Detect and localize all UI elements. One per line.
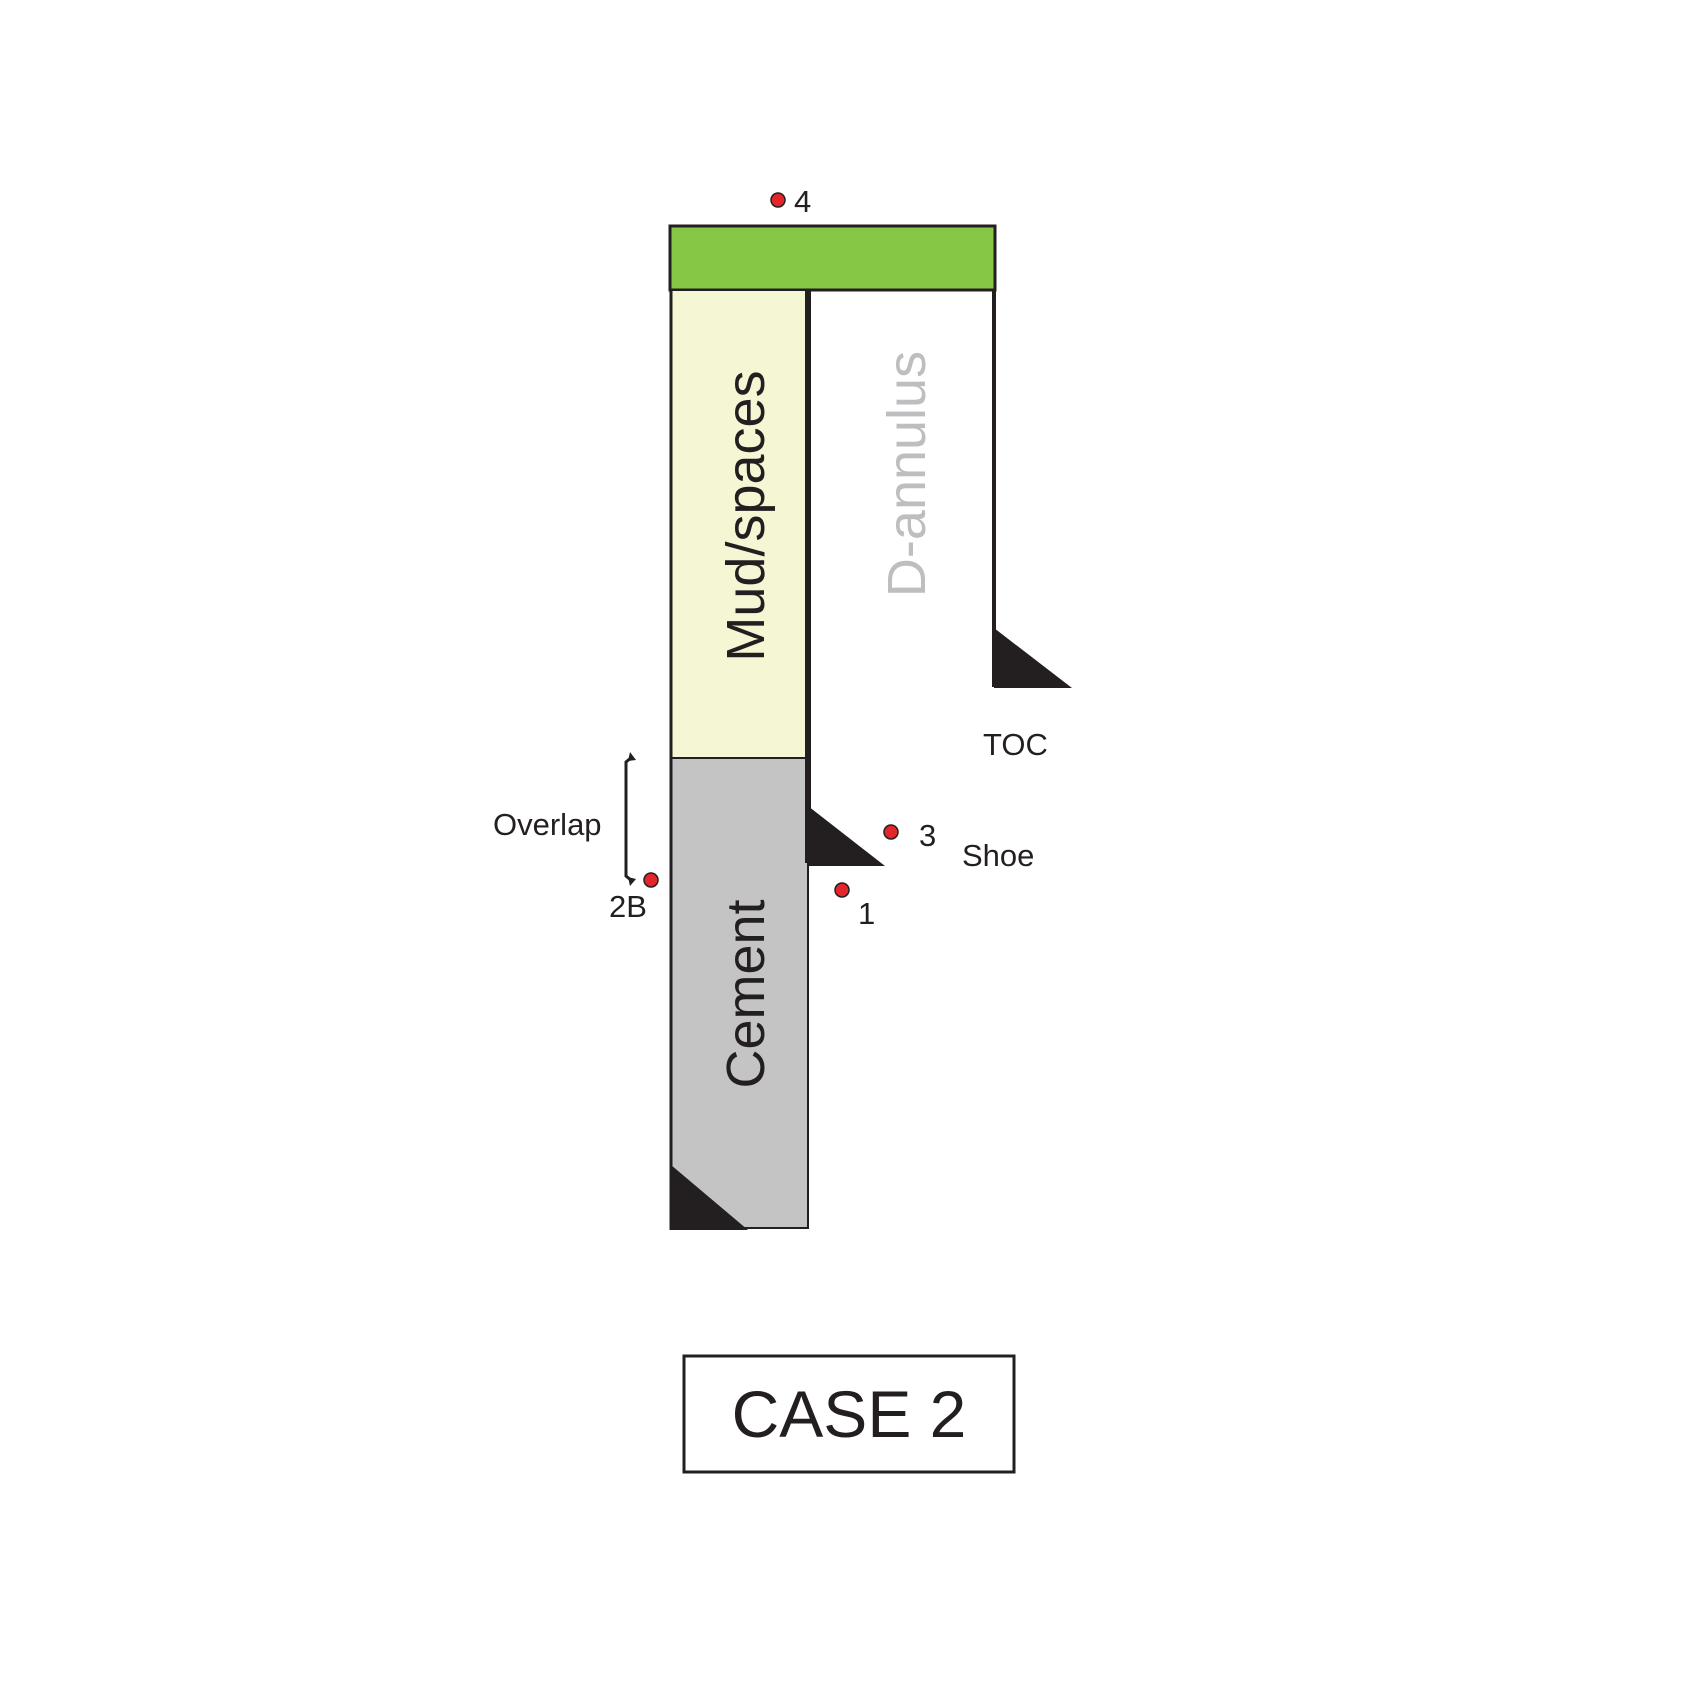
overlap-bracket: [624, 755, 633, 883]
case-title: CASE 2: [732, 1377, 967, 1451]
cement-label: Cement: [716, 899, 776, 1088]
case-title-box: [682, 1354, 1016, 1474]
cement-region: [670, 757, 809, 1229]
point-3-marker: [883, 824, 899, 840]
point-3-label: 3: [919, 818, 936, 853]
toc-label: TOC: [983, 727, 1048, 762]
overlap-label: Overlap: [493, 807, 602, 842]
casing-shoe: [808, 806, 885, 866]
point-1-marker: [834, 882, 850, 898]
top-cap: [668, 224, 997, 292]
shoe-label: Shoe: [962, 838, 1034, 873]
bottom-shoe: [671, 1165, 748, 1230]
point-4-marker: [770, 192, 786, 208]
d-annulus-label: D-annulus: [877, 351, 937, 597]
toc-shoe: [994, 628, 1072, 688]
point-1-label: 1: [858, 896, 875, 931]
point-2b-marker: [643, 872, 659, 888]
point-2b-label: 2B: [609, 889, 647, 924]
overlap-bracket-arrow-bottom: [628, 877, 636, 886]
inner-casing-wall: [805, 290, 811, 863]
overlap-bracket-arrow-top: [628, 752, 636, 761]
mud-spaces-label: Mud/spaces: [716, 370, 776, 661]
outer-casing-wall: [992, 290, 996, 687]
point-4-label: 4: [794, 184, 811, 219]
mud-spaces-region: [670, 289, 807, 759]
